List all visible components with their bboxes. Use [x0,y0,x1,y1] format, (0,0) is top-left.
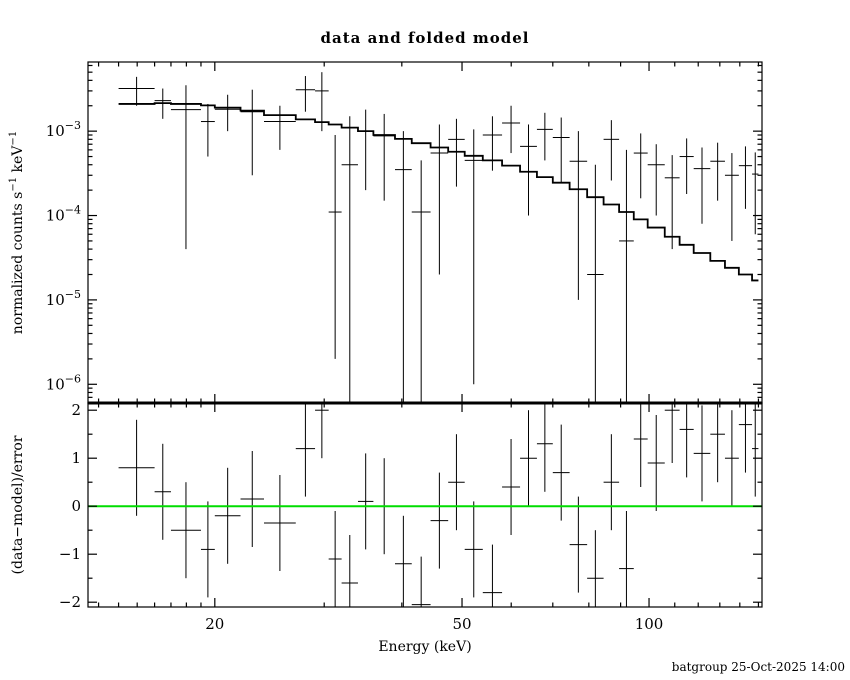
y-tick-label: 10−6 [46,372,81,393]
data-point [536,112,553,161]
x-tick-label: 50 [452,615,471,633]
data-point [619,149,634,403]
data-point [464,129,483,385]
residual-point [520,410,537,507]
residual-point [214,467,241,564]
data-point [647,144,665,216]
data-point [170,85,201,250]
data-point [502,105,521,154]
data-point [679,138,694,194]
data-point [394,131,412,403]
residual-panel [88,403,762,607]
residual-point [619,511,634,607]
x-tick-label: 20 [205,615,224,633]
axes-frame [87,61,763,608]
timestamp-label: batgroup 25-Oct-2025 14:00 [671,660,845,674]
residual-point [552,424,570,521]
residual-point [154,443,171,540]
data-point [569,131,588,300]
y-tick-label: 1 [71,449,81,467]
y-axis-label-top: normalized counts s−1 keV−1 [8,131,26,334]
residual-point [569,496,588,593]
data-point [264,105,296,150]
residual-point [724,410,739,507]
y-tick-label: 0 [71,497,81,515]
residual-point [240,451,264,547]
residual-point [430,472,449,569]
residual-point [295,403,316,497]
data-point [373,113,395,201]
residual-point [603,434,620,531]
data-point [738,146,753,209]
data-point [118,76,155,106]
y-tick-label: 2 [71,401,81,419]
residual-point [664,403,680,463]
data-point [752,152,759,235]
residual-point [264,475,296,571]
data-point [664,155,680,250]
data-point [328,135,342,359]
data-point [603,120,620,181]
data-point [633,133,648,199]
residual-point [679,403,694,478]
residual-point [536,403,553,492]
y-tick-label: 10−3 [46,119,81,140]
data-point [411,160,431,403]
data-point [200,103,215,157]
residual-point [315,403,329,459]
model-line [118,102,759,282]
x-tick-label: 100 [635,615,664,633]
y-tick-label: −1 [59,545,81,563]
data-point [587,164,604,403]
residual-point [200,501,215,598]
residual-point [502,439,521,535]
axis-text: 10−6 10−5 10−4 10−3 −2 −1 0 1 2 20 50 100 Energy (ke… [8,119,663,655]
data-point [520,124,537,216]
data-point [552,117,570,184]
data-point [724,153,739,241]
residual-point [464,501,483,598]
residual-point [633,403,648,487]
residual-point [357,453,374,550]
residual-point [587,530,604,607]
data-point [214,94,241,132]
residual-point [170,482,201,579]
residual-point [118,419,155,516]
data-point [482,116,503,171]
residual-point [647,415,665,511]
plot-title: data and folded model [320,29,530,47]
y-axis-label-bottom: (data−model)/error [10,435,26,574]
data-point [341,116,358,403]
residual-point [411,556,431,607]
data-point [295,76,316,112]
residual-point [710,403,725,483]
data-point [710,142,725,201]
y-tick-label: 10−5 [46,288,81,309]
y-tick-label: 10−4 [46,204,81,225]
residual-point [328,511,342,607]
residual-point [448,434,465,531]
residual-point [752,403,759,497]
residual-point [394,515,412,607]
data-point [448,118,465,187]
x-axis-label: Energy (keV) [378,639,471,655]
residual-point [341,535,358,607]
residual-point [482,544,503,607]
y-tick-label: −2 [59,593,81,611]
data-point [693,147,711,224]
top-panel [118,72,759,403]
data-point [430,124,449,275]
residual-point [738,403,753,473]
residual-point [693,405,711,502]
data-point [357,109,374,191]
data-point [240,89,264,176]
